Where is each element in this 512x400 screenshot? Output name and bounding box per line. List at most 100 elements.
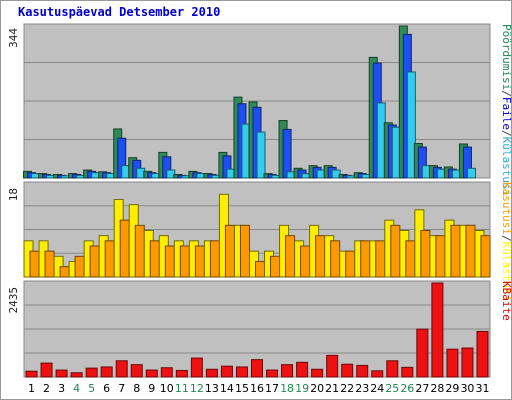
x-tick-label: 11 — [175, 382, 189, 395]
bar-kbaite-day-31 — [476, 330, 489, 378]
bar-kbaite-day-11 — [175, 369, 188, 378]
bar-külastusi-day-26 — [406, 71, 416, 179]
bar-kbaite-day-10 — [160, 367, 173, 378]
panel-top: 344 Pöördumisi/Faile/Külastusi — [7, 23, 512, 197]
bar-kbaite-day-12 — [190, 357, 203, 378]
bar-külastusi-day-4 — [74, 255, 85, 278]
x-tick-label: 6 — [103, 382, 110, 395]
x-tick-label: 28 — [430, 382, 444, 395]
bar-külastusi-day-24 — [375, 240, 386, 278]
bar-kbaite-day-7 — [115, 360, 128, 378]
bar-kbaite-day-19 — [296, 361, 309, 378]
bar-kbaite-day-25 — [386, 360, 399, 378]
legend-entry: / — [500, 130, 512, 137]
panel-top-ymax-label: 344 — [7, 28, 20, 48]
bar-külastusi-day-14 — [224, 224, 235, 278]
bar-külastusi-day-18 — [285, 235, 296, 278]
bar-külastusi-day-9 — [149, 240, 160, 278]
x-tick-label: 19 — [295, 382, 309, 395]
x-tick-label: 3 — [58, 382, 65, 395]
bar-külastusi-day-3 — [59, 266, 70, 278]
panel-middle-legend: Kasutusi/Külastusi — [500, 182, 512, 301]
panel-bottom-ymax-label: 2435 — [7, 287, 20, 314]
legend-entry: KBaite — [500, 281, 512, 321]
legend-entry: Külastusi — [500, 242, 512, 302]
x-tick-label: 13 — [205, 382, 219, 395]
bar-külastusi-day-8 — [134, 224, 145, 278]
bar-külastusi-day-27 — [420, 230, 431, 278]
bar-külastusi-day-30 — [465, 224, 476, 278]
bar-kbaite-day-21 — [326, 354, 339, 378]
bar-külastusi-day-16 — [255, 261, 265, 278]
chart-title: Kasutuspäevad Detsember 2010 — [18, 5, 220, 19]
x-tick-label: 23 — [355, 382, 369, 395]
bar-külastusi-day-2 — [44, 250, 55, 278]
panel-middle: 18 Kasutusi/Külastusi — [7, 181, 512, 301]
legend-entry: Pöördumisi — [500, 24, 512, 90]
bar-külastusi-day-13 — [209, 240, 220, 278]
x-tick-label: 31 — [475, 382, 489, 395]
bar-kbaite-day-29 — [446, 348, 459, 378]
bar-kbaite-day-8 — [130, 364, 143, 378]
bar-külastusi-day-30 — [466, 167, 476, 179]
bar-kbaite-day-13 — [205, 368, 218, 378]
bar-külastusi-day-20 — [315, 235, 326, 278]
bar-kbaite-day-20 — [311, 368, 324, 378]
x-tick-label: 1 — [28, 382, 35, 395]
bar-külastusi-day-7 — [119, 219, 130, 278]
bar-kbaite-day-6 — [100, 366, 113, 378]
bar-külastusi-day-28 — [435, 235, 446, 278]
x-tick-label: 2 — [43, 382, 50, 395]
bar-kbaite-day-15 — [235, 366, 248, 378]
bar-kbaite-day-5 — [85, 367, 98, 378]
x-tick-label: 5 — [88, 382, 95, 395]
bar-kbaite-day-2 — [40, 362, 53, 378]
x-tick-label: 4 — [73, 382, 80, 395]
bar-külastusi-day-10 — [164, 245, 175, 278]
legend-entry: / — [500, 235, 512, 242]
x-tick-label: 27 — [415, 382, 429, 395]
bar-külastusi-day-15 — [239, 224, 250, 278]
x-tick-label: 12 — [190, 382, 204, 395]
x-tick-label: 20 — [310, 382, 324, 395]
bar-külastusi-day-29 — [450, 224, 461, 278]
x-tick-label: 7 — [118, 382, 125, 395]
x-tick-label: 29 — [445, 382, 459, 395]
bar-kbaite-day-17 — [266, 369, 279, 378]
legend-entry: Külastusi — [500, 137, 512, 197]
x-tick-labels: 1 2 3 4 5 6 7 8 9 10 11 12 13 14 15 16 17 18 19 20 21 22 23 24 2… — [28, 382, 489, 395]
bar-külastusi-day-19 — [300, 245, 311, 278]
x-tick-label: 10 — [160, 382, 174, 395]
bar-kbaite-day-23 — [356, 364, 369, 378]
x-tick-label: 30 — [460, 382, 474, 395]
x-tick-label: 22 — [340, 382, 354, 395]
bar-kbaite-day-24 — [371, 370, 384, 378]
bar-faile-day-18 — [282, 128, 292, 179]
bar-külastusi-day-5 — [89, 245, 100, 278]
x-tick-label: 8 — [133, 382, 140, 395]
legend-entry: / — [500, 90, 512, 97]
x-tick-label: 24 — [370, 382, 384, 395]
bar-külastusi-day-26 — [405, 240, 416, 278]
bar-kbaite-day-16 — [251, 359, 263, 378]
bar-kbaite-day-3 — [55, 369, 68, 378]
x-tick-label: 25 — [385, 382, 399, 395]
x-tick-label: 21 — [325, 382, 339, 395]
x-tick-label: 14 — [220, 382, 234, 395]
bar-kbaite-day-14 — [220, 365, 233, 378]
bar-külastusi-day-22 — [345, 250, 356, 278]
bar-kbaite-day-1 — [25, 370, 38, 378]
panel-middle-ymax-label: 18 — [7, 188, 20, 201]
x-tick-label: 26 — [400, 382, 414, 395]
bar-kbaite-day-26 — [401, 366, 414, 378]
legend-entry: Faile — [500, 97, 512, 130]
bar-kbaite-day-9 — [145, 369, 158, 378]
bar-külastusi-day-6 — [104, 240, 115, 278]
bar-külastusi-day-17 — [270, 255, 281, 278]
bar-külastusi-day-25 — [390, 224, 401, 278]
bar-kbaite-day-28 — [431, 282, 444, 378]
x-tick-label: 16 — [250, 382, 264, 395]
